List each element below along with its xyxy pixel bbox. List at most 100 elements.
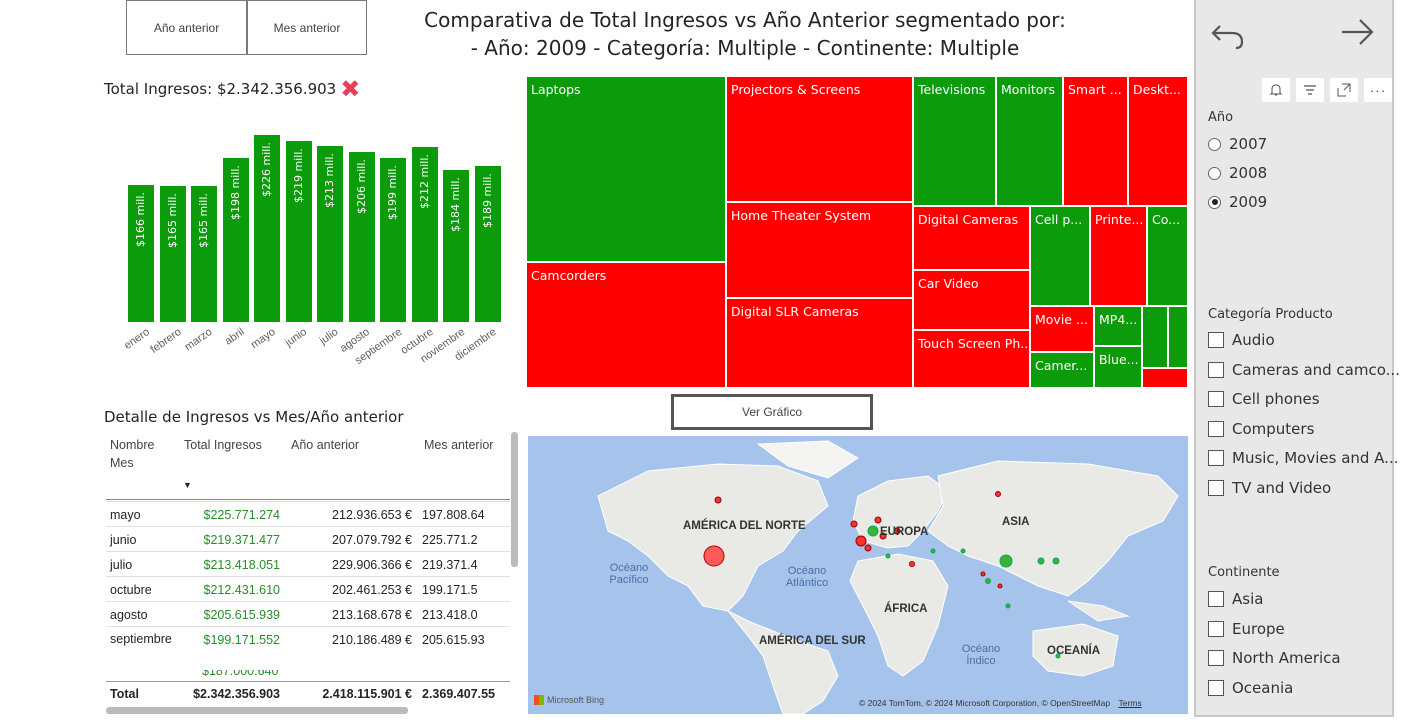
table-row[interactable]: mayo $225.771.274 212.936.653 € 197.808.64 bbox=[106, 501, 510, 526]
checkbox[interactable] bbox=[1208, 620, 1224, 637]
category-option[interactable]: Cameras and camco... bbox=[1208, 361, 1400, 379]
category-option[interactable]: Cell phones bbox=[1208, 390, 1320, 408]
sort-desc-icon[interactable]: ▼ bbox=[183, 480, 192, 490]
bar-data-label: $198 mill. bbox=[228, 165, 242, 221]
treemap-tile-slr[interactable]: Digital SLR Cameras bbox=[726, 298, 913, 388]
col-header-prev-month[interactable]: Mes anterior bbox=[424, 438, 494, 452]
treemap-tile-projectors[interactable]: Projectors & Screens bbox=[726, 76, 913, 202]
checkbox[interactable] bbox=[1208, 591, 1224, 607]
treemap-tile-smart[interactable]: Smart ... bbox=[1063, 76, 1128, 206]
col-header-total[interactable]: Total Ingresos bbox=[184, 438, 262, 452]
treemap-tile-camcorders[interactable]: Camcorders bbox=[526, 262, 726, 388]
cell-total: $213.418.051 bbox=[203, 558, 280, 572]
previous-year-button[interactable]: Año anterior bbox=[126, 0, 247, 55]
continent-option-label: North America bbox=[1232, 649, 1341, 667]
treemap-tile-mp4[interactable]: MP4... bbox=[1094, 306, 1142, 346]
treemap-tile-printers[interactable]: Printe... bbox=[1090, 206, 1147, 306]
treemap-tile-desktops[interactable]: Deskt... bbox=[1128, 76, 1188, 206]
table-vertical-scrollbar[interactable] bbox=[511, 432, 518, 567]
treemap-tile-car-video[interactable]: Car Video bbox=[913, 270, 1030, 330]
table-row[interactable]: septiembre $199.171.552 210.186.489 € 205.6… bbox=[106, 626, 510, 668]
sales-map[interactable]: AMÉRICA DEL NORTE EUROPA ASIA ÁFRICA AMÉ… bbox=[528, 436, 1188, 714]
treemap-tile-touch-screen[interactable]: Touch Screen Ph... bbox=[913, 330, 1030, 388]
bar-marzo[interactable] bbox=[191, 185, 217, 322]
bar-abril[interactable] bbox=[222, 158, 249, 322]
year-option-2009[interactable]: 2009 bbox=[1208, 193, 1267, 211]
checkbox[interactable] bbox=[1208, 361, 1224, 378]
previous-month-button[interactable]: Mes anterior bbox=[247, 0, 367, 55]
focus-mode-icon[interactable] bbox=[1330, 78, 1358, 102]
filter-pane: ··· Año 2007 2008 2009 Categoría Producto … bbox=[1194, 0, 1400, 717]
category-option[interactable]: Audio bbox=[1208, 331, 1275, 349]
treemap-tile-televisions[interactable]: Televisions bbox=[913, 76, 996, 206]
bar-noviembre[interactable] bbox=[443, 170, 469, 322]
undo-arrow-icon[interactable] bbox=[1210, 14, 1246, 50]
bar-agosto[interactable] bbox=[348, 151, 375, 322]
continent-option[interactable]: Asia bbox=[1208, 590, 1263, 608]
treemap-tile-digital-cameras[interactable]: Digital Cameras bbox=[913, 206, 1030, 270]
checkbox[interactable] bbox=[1208, 332, 1224, 348]
forward-arrow-icon[interactable] bbox=[1340, 16, 1376, 48]
treemap-tile-camera-accessories[interactable]: Camer... bbox=[1030, 352, 1094, 388]
cell-month: octubre bbox=[110, 583, 152, 597]
treemap-tile-cell-phones[interactable]: Cell p... bbox=[1030, 206, 1090, 306]
bar-septiembre[interactable] bbox=[380, 157, 406, 322]
continent-option[interactable]: Oceania bbox=[1208, 679, 1293, 697]
more-options-icon[interactable]: ··· bbox=[1364, 78, 1392, 102]
map-label-europe: EUROPA bbox=[880, 526, 929, 538]
treemap-tile-laptops[interactable]: Laptops bbox=[526, 76, 726, 262]
title-line-1: Comparativa de Total Ingresos vs Año Ant… bbox=[424, 8, 1066, 32]
table-row[interactable]: octubre $212.431.610 202.461.253 € 199.171.… bbox=[106, 576, 510, 601]
category-option-label: Music, Movies and A... bbox=[1232, 449, 1399, 467]
bar-data-label: $199 mill. bbox=[386, 164, 399, 220]
checkbox[interactable] bbox=[1208, 650, 1224, 666]
checkbox[interactable] bbox=[1208, 679, 1224, 696]
radio-button[interactable] bbox=[1208, 195, 1221, 209]
year-option-2007[interactable]: 2007 bbox=[1208, 135, 1267, 153]
treemap-tile-monitors[interactable]: Monitors bbox=[996, 76, 1063, 206]
checkbox[interactable] bbox=[1208, 479, 1224, 496]
treemap-tile-small-1[interactable] bbox=[1142, 306, 1168, 368]
map-terms-link[interactable]: Terms bbox=[1118, 698, 1142, 708]
treemap-tile-small-2[interactable] bbox=[1168, 306, 1188, 368]
x-axis-label: febrero bbox=[147, 326, 184, 356]
treemap-tile-home-theater[interactable]: Home Theater System bbox=[726, 202, 913, 298]
continent-option[interactable]: North America bbox=[1208, 649, 1341, 667]
total-prev-month: 2.369.407.55 bbox=[422, 687, 495, 701]
table-horizontal-scrollbar[interactable] bbox=[106, 707, 408, 714]
continent-option[interactable]: Europe bbox=[1208, 620, 1285, 638]
checkbox[interactable] bbox=[1208, 420, 1224, 437]
table-row[interactable]: junio $219.371.477 207.079.792 € 225.771.2 bbox=[106, 526, 510, 551]
bar-junio[interactable] bbox=[285, 141, 312, 322]
table-row-partial: $187.000.640 bbox=[202, 670, 279, 678]
treemap-tile-co[interactable]: Co... bbox=[1147, 206, 1188, 306]
bar-enero[interactable] bbox=[128, 184, 154, 322]
radio-button[interactable] bbox=[1208, 166, 1221, 180]
bar-octubre[interactable] bbox=[411, 146, 438, 322]
checkbox[interactable] bbox=[1208, 391, 1224, 407]
year-option-2008[interactable]: 2008 bbox=[1208, 164, 1267, 182]
cell-prev-month: 205.615.93 bbox=[422, 633, 485, 647]
bar-data-label: $166 mill. bbox=[134, 191, 147, 247]
bar-febrero[interactable] bbox=[159, 185, 186, 322]
treemap-tile-small-3[interactable] bbox=[1142, 368, 1188, 388]
checkbox[interactable] bbox=[1208, 450, 1224, 466]
table-row[interactable]: julio $213.418.051 229.906.366 € 219.371.4 bbox=[106, 551, 510, 576]
category-option[interactable]: Music, Movies and A... bbox=[1208, 449, 1398, 467]
category-option[interactable]: TV and Video bbox=[1208, 479, 1331, 497]
bar-mayo[interactable] bbox=[254, 135, 280, 322]
col-header-prev-year[interactable]: Año anterior bbox=[291, 438, 360, 452]
bell-icon[interactable] bbox=[1262, 78, 1290, 102]
category-option[interactable]: Computers bbox=[1208, 420, 1314, 438]
bar-julio[interactable] bbox=[317, 146, 343, 322]
treemap-tile-bluray[interactable]: Blue... bbox=[1094, 346, 1142, 388]
treemap-tile-movie[interactable]: Movie ... bbox=[1030, 306, 1094, 352]
filter-icon[interactable] bbox=[1296, 78, 1324, 102]
cross-icon: ✖ bbox=[340, 75, 361, 103]
table-row[interactable]: agosto $205.615.939 213.168.678 € 213.418.0 bbox=[106, 601, 510, 626]
view-chart-button[interactable]: Ver Gráfico bbox=[671, 394, 873, 430]
radio-button[interactable] bbox=[1208, 137, 1221, 151]
col-header-month[interactable]: Nombre Mes bbox=[110, 438, 155, 470]
category-option-label: TV and Video bbox=[1232, 478, 1332, 497]
bar-diciembre[interactable] bbox=[474, 165, 501, 322]
